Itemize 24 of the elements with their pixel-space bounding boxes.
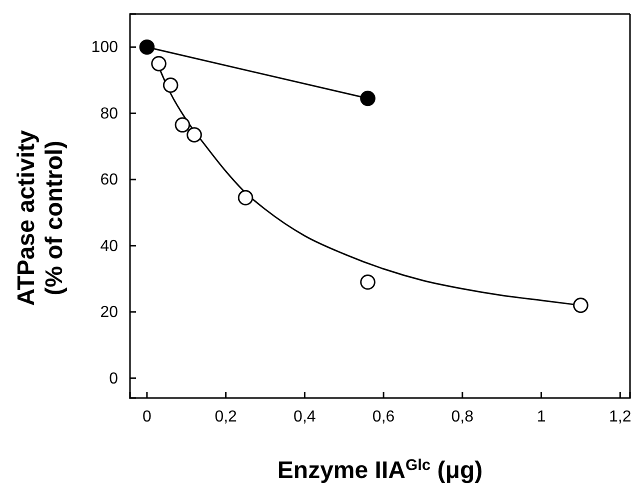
y-tick-label: 20 <box>100 304 118 322</box>
x-axis-title: Enzyme IIA$^{Glc}$ (μg) <box>277 456 483 484</box>
y-tick-label: 60 <box>100 172 118 189</box>
y-tick-label: 0 <box>109 370 118 388</box>
x-tick-label: 0,2 <box>214 408 238 426</box>
x-tick-label: 0,6 <box>372 408 395 426</box>
x-tick-label: 1,2 <box>609 408 632 426</box>
x-tick-label: 1 <box>536 408 546 426</box>
point <box>573 298 588 313</box>
y-axis-title: ATPase activity (% of control) <box>13 130 68 306</box>
point <box>360 274 376 290</box>
x-tick-label: 0,8 <box>451 408 474 426</box>
y-tick-label: 40 <box>100 238 118 255</box>
y-tick-label: 100 <box>91 39 118 56</box>
x-tick-label: 0,4 <box>294 408 316 426</box>
point <box>162 78 178 93</box>
point <box>139 39 155 55</box>
point <box>238 190 254 206</box>
y-tick-label: 80 <box>100 105 118 122</box>
point <box>174 117 190 133</box>
point <box>360 90 376 106</box>
point <box>151 56 166 72</box>
point <box>186 127 202 142</box>
x-tick-label: 0 <box>142 408 152 426</box>
